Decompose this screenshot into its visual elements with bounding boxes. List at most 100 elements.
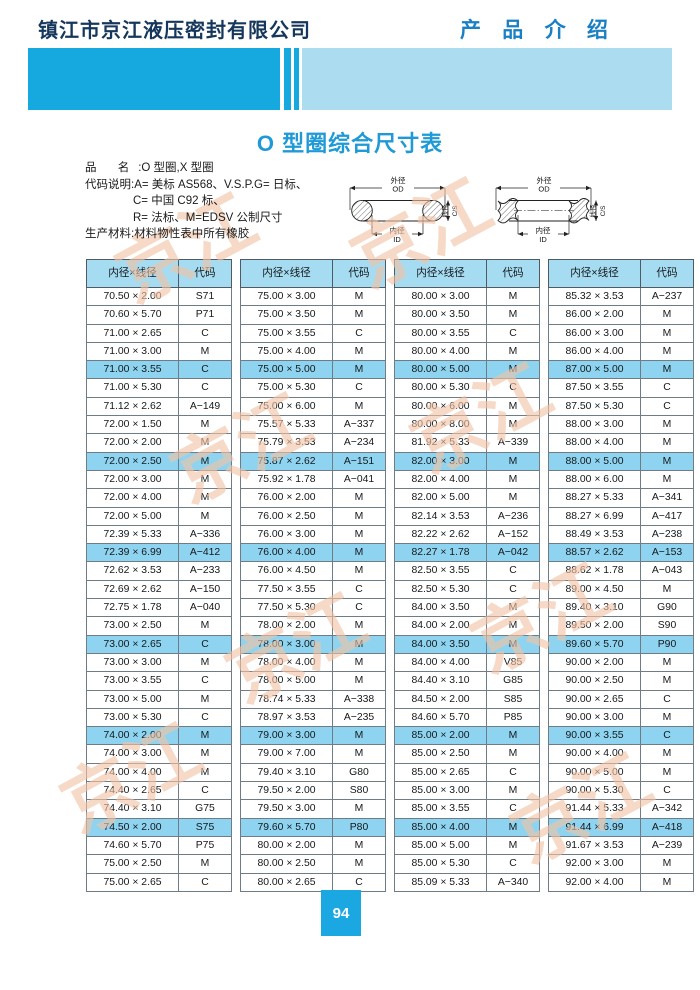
cell-code: M [486,835,540,856]
cell-size: 88.27 × 6.99 [548,506,641,526]
cell-code: A−234 [332,433,386,453]
banner-stripe-2 [294,48,299,110]
cell-size: 80.00 × 4.00 [394,341,487,362]
table-row: 85.00 × 4.00 M [394,817,540,837]
cell-code: C [178,360,232,380]
table-row: 72.00 × 3.00 M [86,469,232,490]
table-row: 91.44 × 5.33 A−342 [548,799,694,819]
description-label-product: 品 名 [85,162,139,174]
cell-code: M [178,616,232,636]
cell-code: C [640,396,694,417]
cell-code: M [640,671,694,691]
cell-code: M [332,341,386,362]
table-row: 76.00 × 3.00 M [240,524,386,545]
table-row: 71.00 × 2.65 C [86,323,232,343]
cell-code: P90 [640,634,694,654]
cell-code: M [332,305,386,325]
table-row: 80.00 × 3.55 C [394,323,540,343]
cell-size: 79.00 × 3.00 [240,726,333,746]
cell-size: 88.27 × 5.33 [548,488,641,508]
table-row: 76.00 × 2.50 M [240,506,386,526]
cell-size: 76.00 × 3.00 [240,524,333,545]
svg-text:OD: OD [392,185,404,194]
table-row: 72.69 × 2.62 A−150 [86,579,232,600]
cell-size: 82.14 × 3.53 [394,506,487,526]
cell-size: 84.00 × 3.50 [394,634,487,654]
cell-size: 88.49 × 3.53 [548,524,641,545]
table-row: 73.00 × 3.00 M [86,652,232,673]
section-title: 产 品 介 绍 [460,17,615,42]
description-line-product: 品 名:O 型圈,X 型圈 [85,160,307,177]
table-row: 85.00 × 3.55 C [394,799,540,819]
cell-code: A−150 [178,579,232,600]
cell-size: 82.50 × 5.30 [394,579,487,600]
cell-code: M [486,469,540,490]
cell-code: M [332,854,386,874]
cell-size: 87.00 × 5.00 [548,360,641,380]
cell-size: 87.50 × 5.30 [548,396,641,417]
table-row: 74.00 × 4.00 M [86,762,232,783]
table-row: 73.00 × 5.30 C [86,707,232,728]
cell-size: 90.00 × 3.00 [548,707,641,728]
cell-code: M [486,286,540,307]
cell-size: 87.50 × 3.55 [548,378,641,398]
table-row: 75.79 × 3.53 A−234 [240,433,386,453]
cell-size: 78.00 × 2.00 [240,616,333,636]
cell-size: 80.00 × 5.00 [394,360,487,380]
cell-size: 91.44 × 6.99 [548,817,641,837]
cell-size: 78.00 × 3.00 [240,634,333,654]
table-row: 87.00 × 5.00 M [548,360,694,380]
cell-size: 79.60 × 5.70 [240,817,333,837]
table-row: 72.00 × 5.00 M [86,506,232,526]
table-row: 72.00 × 2.00 M [86,433,232,453]
cell-code: M [332,543,386,563]
cell-size: 72.00 × 2.00 [86,433,179,453]
table-row: 88.00 × 4.00 M [548,433,694,453]
cell-size: 75.00 × 3.00 [240,286,333,307]
cell-code: M [640,323,694,343]
cell-code: M [486,305,540,325]
cell-size: 75.00 × 4.00 [240,341,333,362]
cell-size: 75.00 × 5.30 [240,378,333,398]
cell-size: 75.87 × 2.62 [240,451,333,471]
diagram-x-ring: 外径 OD 线径 C/S 内径 [495,175,607,244]
cell-code: P85 [486,707,540,728]
table-row: 87.50 × 5.30 C [548,396,694,417]
description-line-code-2: C= 中国 C92 标、 [133,195,225,207]
table-row: 76.00 × 2.00 M [240,488,386,508]
table-row: 79.00 × 7.00 M [240,744,386,764]
cell-size: 76.00 × 4.50 [240,561,333,581]
cell-code: G90 [640,598,694,618]
table-row: 71.00 × 5.30 C [86,378,232,398]
table-row: 71.00 × 3.55 C [86,360,232,380]
table-row: 88.00 × 6.00 M [548,469,694,490]
table-row: 90.00 × 2.65 C [548,689,694,709]
cell-code: M [640,451,694,471]
table-row: 82.22 × 2.62 A−152 [394,524,540,545]
cell-size: 88.62 × 1.78 [548,561,641,581]
cell-size: 73.00 × 5.30 [86,707,179,728]
table-row: 78.00 × 2.00 M [240,616,386,636]
table-row: 85.00 × 2.65 C [394,762,540,783]
table-row: 75.00 × 3.55 C [240,323,386,343]
table-row: 82.00 × 3.00 M [394,451,540,471]
cell-size: 72.00 × 5.00 [86,506,179,526]
cell-code: A−338 [332,689,386,709]
cell-code: A−239 [640,835,694,856]
cell-code: A−412 [178,543,232,563]
table-row: 90.00 × 2.50 M [548,671,694,691]
table-row: 80.00 × 5.00 M [394,360,540,380]
cell-code: C [486,323,540,343]
cell-size: 80.00 × 8.00 [394,415,487,435]
cell-code: C [178,634,232,654]
svg-text:外径: 外径 [391,175,406,185]
cell-code: C [178,781,232,801]
cell-code: M [178,451,232,471]
cell-code: M [332,561,386,581]
cell-size: 90.00 × 2.65 [548,689,641,709]
cell-code: A−236 [486,506,540,526]
cell-size: 80.00 × 2.00 [240,835,333,856]
table-row: 84.00 × 3.50 M [394,598,540,618]
table-row: 87.50 × 3.55 C [548,378,694,398]
cell-size: 85.00 × 4.00 [394,817,487,837]
